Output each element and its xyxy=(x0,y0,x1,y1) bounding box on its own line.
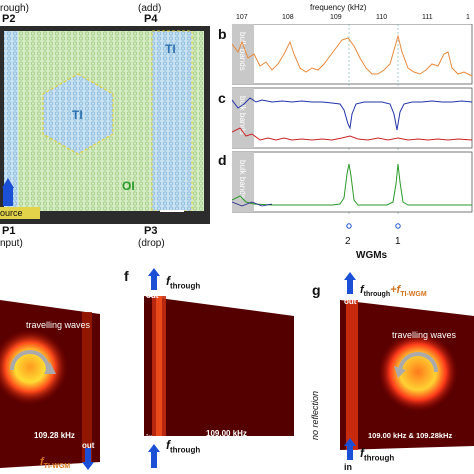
panel-g-heatmap xyxy=(340,300,474,450)
panel-b-frame xyxy=(232,24,473,85)
tick-108: 108 xyxy=(282,14,294,21)
source-label: ource xyxy=(0,208,23,218)
panel-f-f-through-top: fthrough xyxy=(166,274,201,291)
panel-g-out-label: out xyxy=(344,297,357,306)
panel-f-letter: f xyxy=(124,268,129,284)
panel-e-travelling-label: travelling waves xyxy=(26,320,91,330)
port-p1-label: P1 xyxy=(2,225,16,237)
panel-g-letter: g xyxy=(312,282,321,298)
panel-b-bulk-band xyxy=(232,24,254,84)
freq-axis-label: frequency (kHz) xyxy=(310,3,367,12)
panel-g-f-top: fthrough+fTI-WGM xyxy=(360,284,427,299)
wgm-1-marker-icon xyxy=(395,223,401,229)
ti-left-strip xyxy=(4,31,18,211)
panel-g-wgm-ring xyxy=(378,332,458,412)
panel-e-wgm-ring xyxy=(0,329,68,405)
tick-107: 107 xyxy=(236,14,248,21)
label-add: (add) xyxy=(138,3,162,14)
trace-c-blue xyxy=(232,97,473,131)
oi-label: OI xyxy=(122,179,135,193)
port-p2-label: P2 xyxy=(2,13,16,25)
tick-110: 110 xyxy=(376,14,388,21)
panel-c-bulk-band xyxy=(232,88,254,148)
panel-c-frame xyxy=(232,87,473,149)
panel-g-travelling-label: travelling waves xyxy=(392,330,457,340)
label-drop: (drop) xyxy=(138,238,165,249)
panel-g-f-bottom: fthrough xyxy=(360,446,395,463)
wgm-2-marker-icon xyxy=(346,223,352,229)
panel-e-f-ti-wgm: fTI-WGM xyxy=(40,456,71,471)
panel-e-freq-label: 109.28 kHz xyxy=(34,431,75,440)
panel-g-circ-arrow-icon xyxy=(398,352,438,373)
panel-e-heatmap xyxy=(0,300,100,468)
panel-f-freq-label: 109.00 kHz xyxy=(206,429,247,438)
trace-d-green xyxy=(232,163,472,206)
panel-e-out-arrow-icon xyxy=(82,448,94,470)
source-arrow-icon xyxy=(3,186,13,206)
panel-e-out-label: out xyxy=(82,441,95,450)
wgm-2-label: 2 xyxy=(345,236,351,247)
label-through-partial: rough) xyxy=(0,3,29,14)
panel-f-in-arrow-icon xyxy=(148,444,160,468)
lattice-svg xyxy=(0,30,204,219)
panel-d-bulk-label: bulk bands xyxy=(238,160,247,199)
port-p3-label: P3 xyxy=(144,225,158,237)
panel-letter-d: d xyxy=(218,152,227,168)
ti-hexagon xyxy=(42,73,114,155)
panel-g-no-reflection-label: no reflection xyxy=(310,390,320,440)
panel-letter-b: b xyxy=(218,26,227,42)
panel-g-in-arrow-icon xyxy=(344,438,356,460)
panel-e-circ-arrow-icon xyxy=(10,350,50,371)
ti-right-strip xyxy=(152,31,192,211)
panel-c-bulk-label: bulk bands xyxy=(238,96,247,135)
panel-g-in-label: in xyxy=(344,462,352,472)
panel-f-f-through-bottom: fthrough xyxy=(166,438,201,455)
trace-c-red xyxy=(232,127,473,141)
ti-center-label: TI xyxy=(72,108,83,122)
panel-f-out-label: out xyxy=(146,291,159,300)
port-p4-label: P4 xyxy=(144,13,158,25)
wgm-markers-svg xyxy=(346,223,401,229)
tick-111: 111 xyxy=(422,14,433,21)
wgm-axis-label: WGMs xyxy=(356,250,388,261)
source-box xyxy=(0,207,40,219)
panel-b-bulk-label: bulk bands xyxy=(238,32,247,71)
tick-109: 109 xyxy=(330,14,342,21)
panel-g-freq-label: 109.00 kHz & 109.28kHz xyxy=(368,431,453,440)
panel-g-out-arrow-icon xyxy=(344,272,356,294)
trace-b-orange xyxy=(232,34,473,77)
panel-f-heatmap xyxy=(144,296,294,436)
panel-f-out-arrow-icon xyxy=(148,268,160,290)
spectra-svg: bulk bands bulk bands bulk bands xyxy=(232,24,473,214)
tick-112-partial: 1 xyxy=(466,14,470,21)
panel-g-edge-channel xyxy=(346,300,358,450)
panel-f-in-label: in xyxy=(146,433,154,442)
label-input: nput) xyxy=(0,238,23,249)
wgm-1-label: 1 xyxy=(395,236,401,247)
ti-right-label: TI xyxy=(165,42,176,56)
scale-bar xyxy=(160,210,184,212)
lattice-panel: TI TI OI ource xyxy=(0,26,210,224)
panel-letter-c: c xyxy=(218,90,226,106)
